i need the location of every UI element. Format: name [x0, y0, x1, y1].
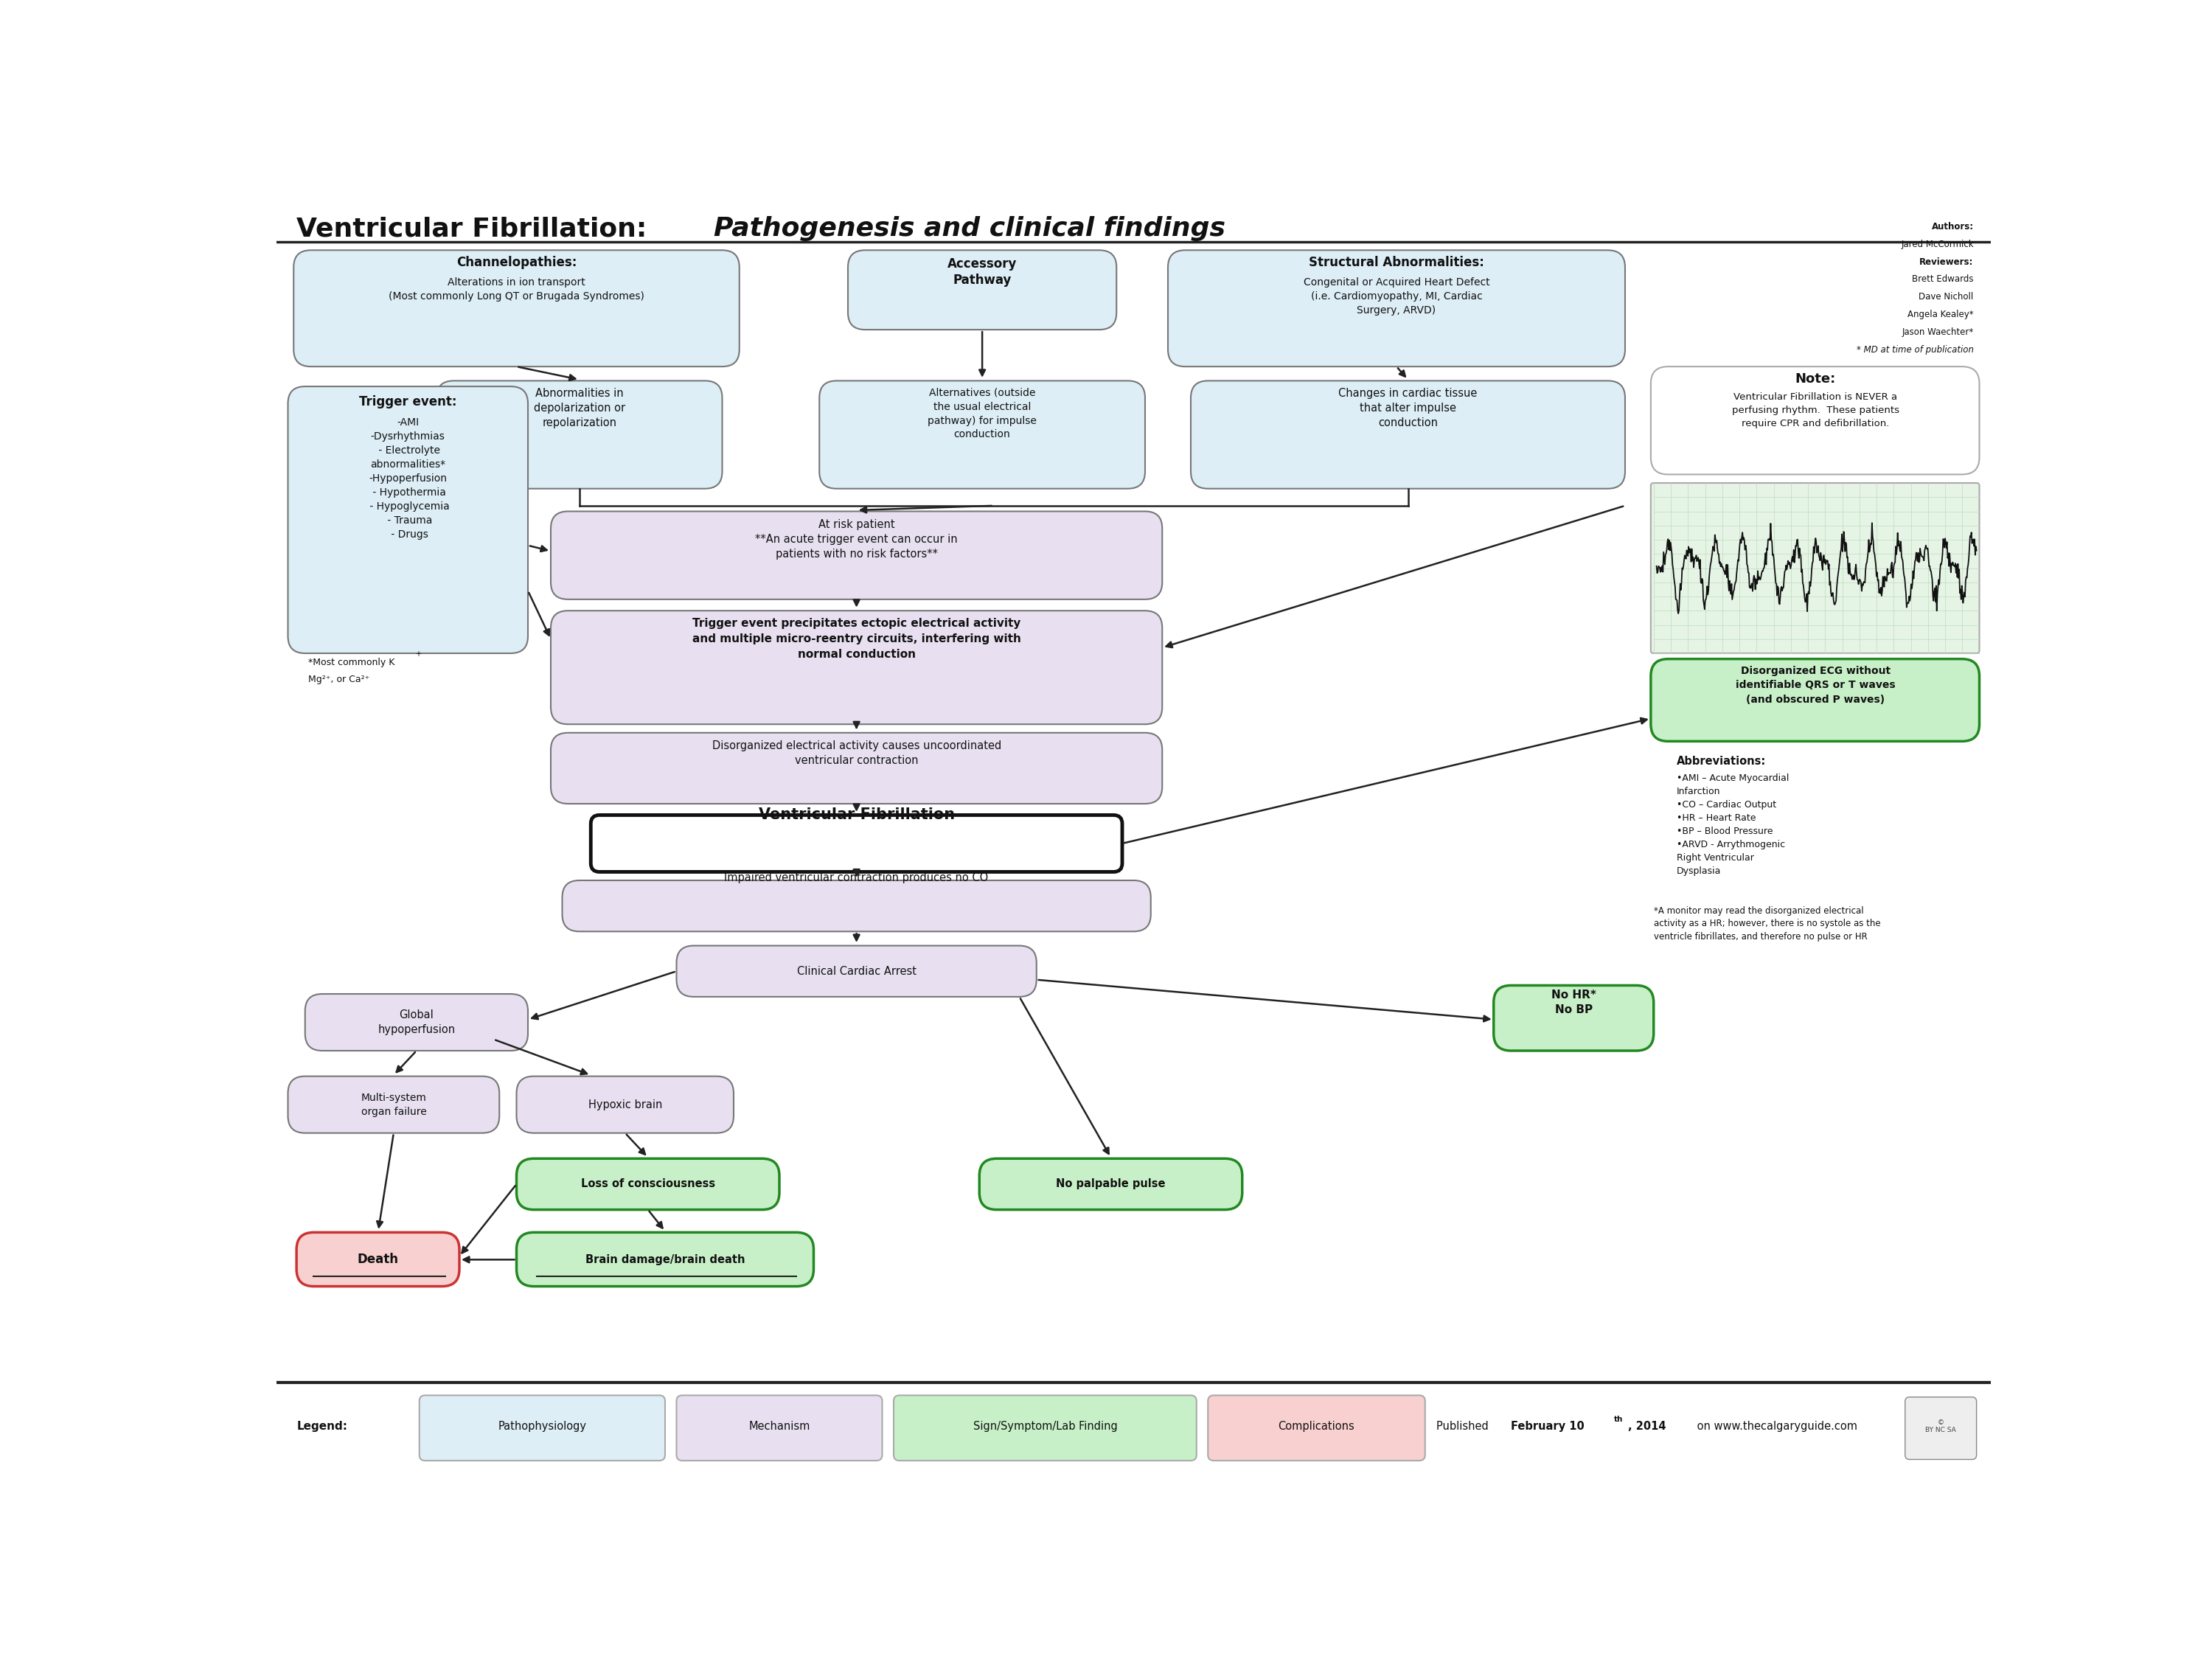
FancyBboxPatch shape [1905, 1397, 1978, 1460]
Text: Jason Waechter*: Jason Waechter* [1902, 327, 1973, 337]
FancyBboxPatch shape [677, 1395, 883, 1460]
FancyBboxPatch shape [847, 251, 1117, 330]
Text: Sign/Symptom/Lab Finding: Sign/Symptom/Lab Finding [973, 1422, 1117, 1432]
FancyBboxPatch shape [551, 733, 1161, 803]
Text: *A monitor may read the disorganized electrical
activity as a HR; however, there: *A monitor may read the disorganized ele… [1655, 906, 1880, 941]
Text: Legend:: Legend: [296, 1422, 347, 1432]
Text: Jared McCormick: Jared McCormick [1900, 239, 1973, 249]
Text: Ventricular Fibrillation is NEVER a
perfusing rhythm.  These patients
require CP: Ventricular Fibrillation is NEVER a perf… [1732, 392, 1900, 428]
Text: * MD at time of publication: * MD at time of publication [1856, 345, 1973, 355]
Text: Loss of consciousness: Loss of consciousness [582, 1178, 714, 1190]
Text: Channelopathies:: Channelopathies: [456, 255, 577, 269]
FancyBboxPatch shape [296, 1233, 460, 1286]
FancyBboxPatch shape [515, 1158, 779, 1209]
FancyBboxPatch shape [515, 1233, 814, 1286]
Text: Complications: Complications [1279, 1422, 1354, 1432]
FancyBboxPatch shape [818, 382, 1146, 489]
FancyBboxPatch shape [288, 1077, 500, 1133]
Text: Accessory
Pathway: Accessory Pathway [947, 257, 1018, 287]
Text: Multi-system
organ failure: Multi-system organ failure [361, 1093, 427, 1117]
Text: Alternatives (outside
the usual electrical
pathway) for impulse
conduction: Alternatives (outside the usual electric… [927, 388, 1037, 440]
FancyBboxPatch shape [677, 946, 1037, 997]
FancyBboxPatch shape [1168, 251, 1626, 367]
FancyBboxPatch shape [1650, 483, 1980, 654]
FancyBboxPatch shape [305, 994, 529, 1050]
Text: +: + [416, 650, 420, 659]
Text: Changes in cardiac tissue
that alter impulse
conduction: Changes in cardiac tissue that alter imp… [1338, 388, 1478, 428]
FancyBboxPatch shape [1208, 1395, 1425, 1460]
FancyBboxPatch shape [1650, 367, 1980, 474]
Text: Disorganized electrical activity causes uncoordinated
ventricular contraction: Disorganized electrical activity causes … [712, 740, 1002, 766]
Text: Alterations in ion transport
(Most commonly Long QT or Brugada Syndromes): Alterations in ion transport (Most commo… [389, 277, 644, 302]
Text: Death: Death [358, 1253, 398, 1266]
Text: *Most commonly K: *Most commonly K [307, 659, 394, 667]
Text: Global
hypoperfusion: Global hypoperfusion [378, 1009, 456, 1035]
Text: No HR*
No BP: No HR* No BP [1551, 989, 1597, 1015]
Text: Pathophysiology: Pathophysiology [498, 1422, 586, 1432]
Text: Ventricular Fibrillation:: Ventricular Fibrillation: [296, 216, 657, 241]
Text: •AMI – Acute Myocardial
Infarction
•CO – Cardiac Output
•HR – Heart Rate
•BP – B: •AMI – Acute Myocardial Infarction •CO –… [1677, 773, 1790, 876]
FancyBboxPatch shape [980, 1158, 1243, 1209]
Text: Mg²⁺, or Ca²⁺: Mg²⁺, or Ca²⁺ [307, 675, 369, 685]
FancyBboxPatch shape [562, 881, 1150, 931]
Text: Trigger event precipitates ectopic electrical activity
and multiple micro-reentr: Trigger event precipitates ectopic elect… [692, 619, 1022, 660]
FancyBboxPatch shape [1493, 985, 1655, 1050]
FancyBboxPatch shape [515, 1077, 734, 1133]
Text: At risk patient
**An acute trigger event can occur in
patients with no risk fact: At risk patient **An acute trigger event… [754, 519, 958, 559]
Text: , 2014: , 2014 [1628, 1422, 1666, 1432]
Text: Structural Abnormalities:: Structural Abnormalities: [1310, 255, 1484, 269]
Text: February 10: February 10 [1511, 1422, 1584, 1432]
Text: Abnormalities in
depolarization or
repolarization: Abnormalities in depolarization or repol… [533, 388, 626, 428]
FancyBboxPatch shape [1650, 659, 1980, 742]
Text: Hypoxic brain: Hypoxic brain [588, 1100, 661, 1110]
Text: Published: Published [1436, 1422, 1493, 1432]
Text: Congenital or Acquired Heart Defect
(i.e. Cardiomyopathy, MI, Cardiac
Surgery, A: Congenital or Acquired Heart Defect (i.e… [1303, 277, 1489, 315]
Text: Reviewers:: Reviewers: [1920, 257, 1973, 267]
Text: Angela Kealey*: Angela Kealey* [1907, 310, 1973, 320]
Text: Authors:: Authors: [1931, 222, 1973, 231]
Text: Disorganized ECG without
identifiable QRS or T waves
(and obscured P waves): Disorganized ECG without identifiable QR… [1736, 665, 1896, 705]
FancyBboxPatch shape [551, 611, 1161, 725]
FancyBboxPatch shape [420, 1395, 666, 1460]
FancyBboxPatch shape [294, 251, 739, 367]
FancyBboxPatch shape [551, 511, 1161, 599]
Text: No palpable pulse: No palpable pulse [1055, 1178, 1166, 1190]
Text: Abbreviations:: Abbreviations: [1677, 755, 1765, 766]
FancyBboxPatch shape [436, 382, 721, 489]
Text: on www.thecalgaryguide.com: on www.thecalgaryguide.com [1694, 1422, 1858, 1432]
Text: Trigger event:: Trigger event: [358, 395, 456, 408]
FancyBboxPatch shape [894, 1395, 1197, 1460]
Text: ©
BY NC SA: © BY NC SA [1924, 1420, 1955, 1433]
Text: th: th [1613, 1415, 1624, 1423]
FancyBboxPatch shape [288, 387, 529, 654]
Text: Brain damage/brain death: Brain damage/brain death [586, 1254, 745, 1266]
Text: Clinical Cardiac Arrest: Clinical Cardiac Arrest [796, 966, 916, 977]
Text: Mechanism: Mechanism [748, 1422, 810, 1432]
Text: Pathogenesis and clinical findings: Pathogenesis and clinical findings [714, 216, 1225, 241]
Text: Impaired ventricular contraction produces no CO: Impaired ventricular contraction produce… [726, 873, 989, 883]
FancyBboxPatch shape [591, 815, 1121, 873]
Text: Ventricular Fibrillation: Ventricular Fibrillation [759, 808, 956, 823]
Text: Brett Edwards: Brett Edwards [1911, 275, 1973, 284]
Text: Dave Nicholl: Dave Nicholl [1918, 292, 1973, 302]
Text: -AMI
-Dysrhythmias
 - Electrolyte
abnormalities*
-Hypoperfusion
 - Hypothermia
 : -AMI -Dysrhythmias - Electrolyte abnorma… [367, 418, 449, 539]
Text: Note:: Note: [1794, 372, 1836, 385]
FancyBboxPatch shape [1190, 382, 1626, 489]
